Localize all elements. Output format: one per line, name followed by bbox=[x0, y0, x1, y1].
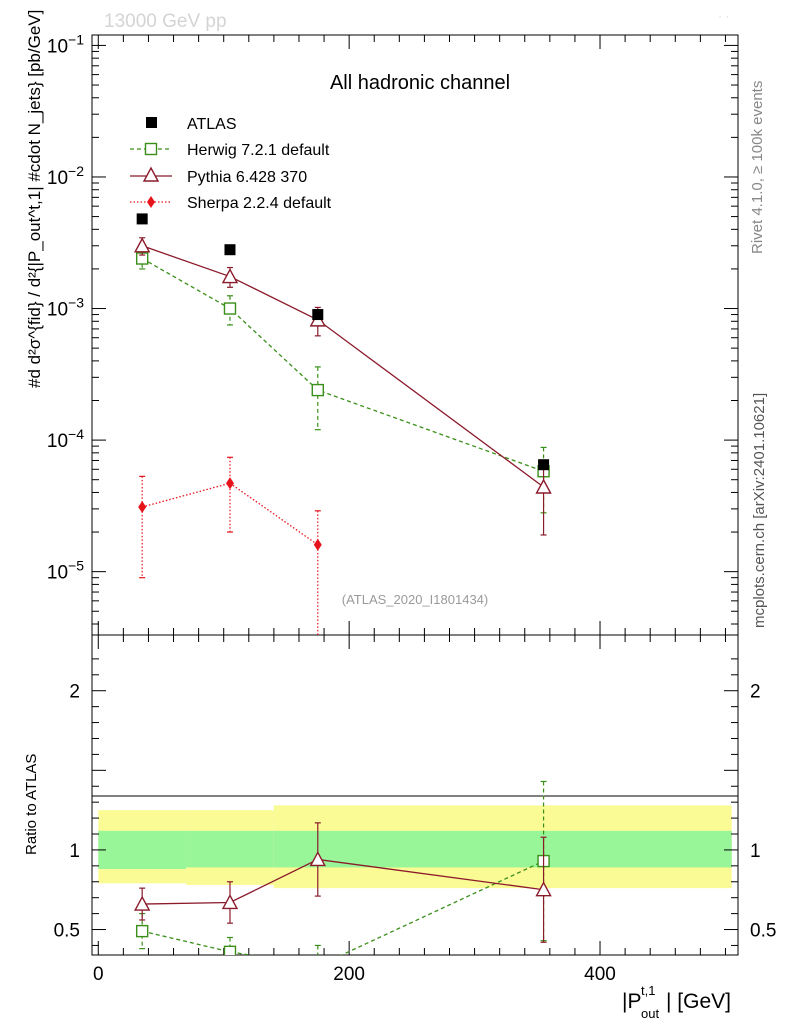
ratio-band-inner bbox=[273, 830, 732, 868]
legend-item-herwig: Herwig 7.2.1 default bbox=[130, 142, 330, 159]
pythia-point bbox=[535, 478, 552, 494]
legend: ATLAS Herwig 7.2.1 default Pythia 6.428 … bbox=[130, 116, 332, 212]
y-tick-label: 10−3 bbox=[47, 295, 84, 321]
legend-item-pythia: Pythia 6.428 370 bbox=[130, 166, 307, 186]
herwig-line bbox=[141, 257, 544, 472]
x-axis-label-sup: t,1 bbox=[641, 983, 655, 998]
rivet-label: Rivet 4.1.0, ≥ 100k events bbox=[749, 81, 766, 254]
ratio-plot-series bbox=[134, 780, 552, 1014]
atlas-data-point bbox=[224, 244, 236, 256]
ratio-uncertainty-bands bbox=[98, 805, 732, 889]
x-axis-label-sub: out bbox=[641, 1006, 659, 1021]
main-plot-series bbox=[134, 213, 552, 635]
ratio-tick-label: 1 bbox=[69, 841, 80, 862]
ratio-tick-label: 0.5 bbox=[54, 921, 80, 942]
sherpa-ratio-point bbox=[226, 1000, 234, 1012]
x-axis-label-unit: | [GeV] bbox=[666, 990, 731, 1013]
chart-title: All hadronic channel bbox=[330, 72, 510, 94]
atlas-data-point bbox=[312, 309, 324, 321]
ratio-tick-label: 2 bbox=[69, 682, 80, 703]
herwig-point bbox=[223, 302, 237, 315]
analysis-id: (ATLAS_2020_I1801434) bbox=[342, 592, 488, 607]
legend-atlas-marker bbox=[146, 117, 157, 128]
pythia-point bbox=[221, 268, 239, 284]
herwig-point bbox=[311, 383, 324, 397]
legend-item-atlas: ATLAS bbox=[146, 116, 237, 133]
pythia-line bbox=[141, 245, 544, 488]
pythia-point bbox=[134, 237, 151, 253]
mcplots-label: mcplots.cern.ch [arXiv:2401.10621] bbox=[751, 393, 768, 628]
corner-mark: · · bbox=[718, 9, 729, 23]
atlas-data-point bbox=[538, 459, 550, 471]
ratio-band-inner bbox=[98, 830, 187, 870]
herwig-ratio-point bbox=[223, 945, 237, 955]
herwig-ratio-point bbox=[135, 924, 149, 938]
ratio-tick-label-right: 2 bbox=[750, 682, 761, 703]
y-tick-label: 10−4 bbox=[47, 426, 84, 452]
y-tick-label: 10−2 bbox=[47, 163, 84, 189]
sherpa-line bbox=[142, 482, 319, 546]
sherpa-point bbox=[138, 501, 147, 514]
legend-pythia-marker bbox=[142, 166, 160, 182]
pythia-ratio-point bbox=[309, 851, 326, 867]
x-tick-label: 0 bbox=[93, 964, 104, 985]
axes: 0 200 400 10−1 10−2 10−3 10−4 10−5 0.5 0.5 1 1 2 2 bbox=[47, 31, 777, 985]
y-axis-label: #d d²σ^{fid} / d²{|P_out^t,1| #cdot N_je… bbox=[25, 10, 44, 388]
x-axis-label: |P t,1 out | [GeV] bbox=[622, 983, 731, 1021]
legend-pythia-label: Pythia 6.428 370 bbox=[187, 169, 307, 186]
energy-label: 13000 GeV pp bbox=[104, 11, 227, 32]
sherpa-ratio-point bbox=[314, 1000, 322, 1012]
ratio-tick-label-right: 0.5 bbox=[750, 921, 776, 942]
ratio-band-inner bbox=[186, 830, 274, 868]
legend-atlas-label: ATLAS bbox=[187, 116, 237, 133]
pythia-ratio-line bbox=[142, 858, 544, 905]
legend-sherpa-marker bbox=[147, 196, 155, 208]
pythia-ratio-point bbox=[221, 893, 239, 910]
y-tick-label: 10−5 bbox=[47, 558, 84, 584]
x-axis-label-main: |P bbox=[622, 990, 641, 1013]
ratio-tick-label-right: 1 bbox=[750, 841, 761, 862]
y-axis-label-text: #d d²σ^{fid} / d²{|P_out^t,1| #cdot N_je… bbox=[25, 10, 44, 388]
sherpa-ratio-line bbox=[142, 1006, 318, 1008]
pythia-ratio-point bbox=[535, 881, 552, 897]
legend-item-sherpa: Sherpa 2.2.4 default bbox=[130, 195, 332, 212]
ratio-y-axis-label: Ratio to ATLAS bbox=[23, 754, 40, 855]
atlas-data-point bbox=[136, 213, 148, 225]
sherpa-ratio-point bbox=[138, 1002, 146, 1014]
herwig-ratio-point bbox=[312, 961, 323, 972]
ratio-plot-frame bbox=[91, 634, 739, 956]
x-tick-label: 400 bbox=[584, 964, 616, 985]
legend-herwig-label: Herwig 7.2.1 default bbox=[187, 142, 330, 159]
sherpa-point bbox=[225, 477, 234, 490]
pythia-ratio-point bbox=[134, 895, 151, 911]
legend-sherpa-label: Sherpa 2.2.4 default bbox=[187, 195, 332, 212]
x-tick-label: 200 bbox=[333, 964, 365, 985]
herwig-ratio-line bbox=[142, 860, 544, 955]
sherpa-point bbox=[313, 538, 322, 551]
legend-herwig-marker bbox=[144, 142, 158, 156]
y-tick-label: 10−1 bbox=[47, 31, 84, 57]
